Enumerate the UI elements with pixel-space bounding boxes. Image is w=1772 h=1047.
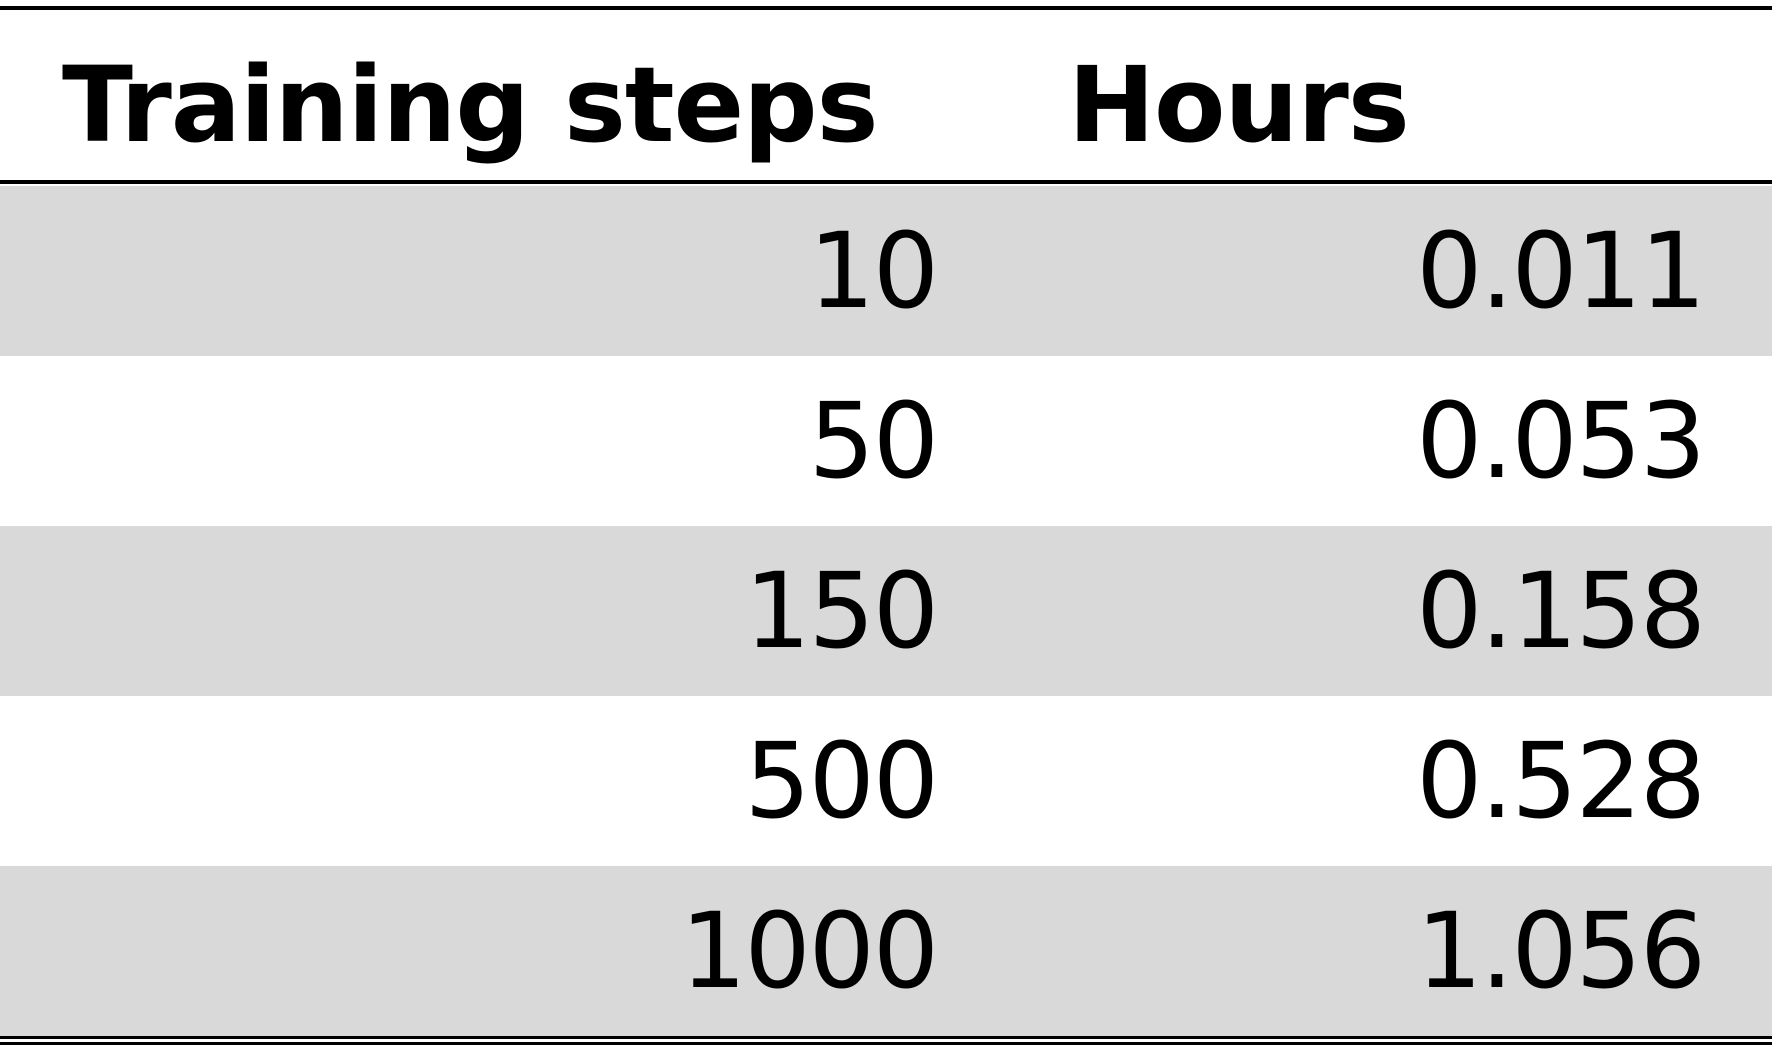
cell-hours: 0.011 <box>1416 210 1706 332</box>
cell-training-steps: 50 <box>808 380 939 502</box>
cell-training-steps: 500 <box>744 720 939 842</box>
cell-hours: 1.056 <box>1416 890 1706 1012</box>
table-row: 500 0.528 <box>0 696 1772 866</box>
table-header-row: Training steps Hours <box>0 10 1772 180</box>
cell-hours: 0.158 <box>1416 550 1706 672</box>
table-row: 150 0.158 <box>0 526 1772 696</box>
table-bottom-rule <box>0 1036 1772 1039</box>
cell-training-steps: 150 <box>744 550 939 672</box>
table-top-rule <box>0 6 1772 10</box>
table-row: 50 0.053 <box>0 356 1772 526</box>
table-row: 10 0.011 <box>0 186 1772 356</box>
cell-training-steps: 1000 <box>680 890 939 1012</box>
table-bottom-rule-double <box>0 1042 1772 1045</box>
cell-hours: 0.528 <box>1416 720 1706 842</box>
cell-training-steps: 10 <box>808 210 939 332</box>
cell-hours: 0.053 <box>1416 380 1706 502</box>
header-training-steps: Training steps <box>62 44 879 166</box>
table-header-rule <box>0 180 1772 184</box>
table-body: 10 0.011 50 0.053 150 0.158 500 0.528 10… <box>0 186 1772 1036</box>
header-hours: Hours <box>1068 44 1410 166</box>
table-row: 1000 1.056 <box>0 866 1772 1036</box>
